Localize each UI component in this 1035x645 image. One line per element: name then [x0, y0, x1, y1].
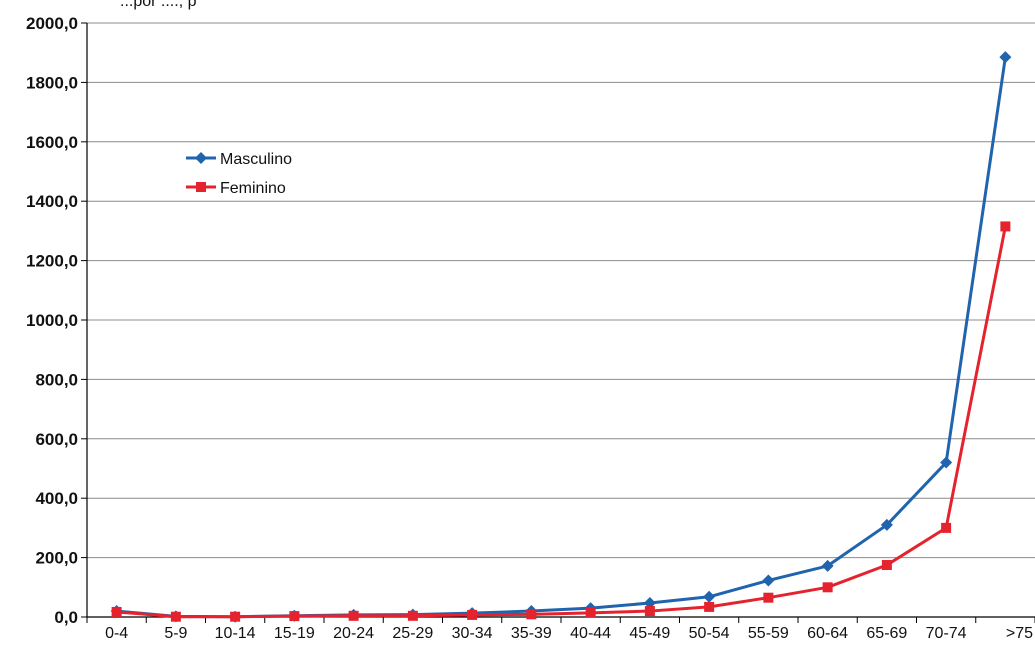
data-point-square	[348, 610, 359, 621]
x-tick-label: 0-4	[105, 625, 128, 642]
y-tick-label: 400,0	[35, 489, 78, 508]
x-tick-label: 30-34	[452, 625, 493, 642]
data-point-diamond	[195, 152, 207, 164]
data-point-square	[407, 610, 418, 621]
x-tick-label: 5-9	[164, 625, 187, 642]
gridlines	[87, 22, 1035, 559]
legend-label: Masculino	[220, 151, 292, 168]
y-tick-label: 1000,0	[26, 311, 78, 330]
series-layer	[110, 51, 1012, 623]
y-tick-label: 0,0	[54, 608, 78, 627]
x-tick-label: 65-69	[866, 625, 907, 642]
data-point-diamond	[940, 456, 953, 469]
data-point-square	[289, 611, 300, 622]
x-tick-label: 10-14	[215, 625, 256, 642]
legend-entry-feminino: Feminino	[186, 180, 286, 197]
y-tick-label: 200,0	[35, 549, 78, 568]
x-tick-label: 15-19	[274, 625, 315, 642]
x-tick-label: 50-54	[689, 625, 730, 642]
series-masculino	[110, 51, 1012, 623]
data-point-square	[585, 607, 596, 618]
x-tick-label: 25-29	[392, 625, 433, 642]
chart-title-partial: ...por ...., p	[120, 0, 197, 10]
axes	[81, 22, 1035, 623]
legend-entry-masculino: Masculino	[186, 151, 292, 168]
x-tick-label: 70-74	[926, 625, 967, 642]
y-tick-label: 1800,0	[26, 73, 78, 92]
data-point-square	[170, 611, 181, 622]
data-point-square	[704, 601, 715, 612]
x-tick-label: 20-24	[333, 625, 374, 642]
data-point-square	[111, 606, 122, 617]
data-point-diamond	[762, 574, 775, 587]
data-point-square	[941, 522, 952, 533]
y-tick-label: 1200,0	[26, 252, 78, 271]
x-tick-label: 35-39	[511, 625, 552, 642]
series-line	[116, 56, 1007, 619]
y-axis-ticks: 0,0 200,0 400,0 600,0 800,0 1000,0 1200,0 1400,…	[26, 14, 78, 627]
y-tick-label: 800,0	[35, 370, 78, 389]
y-tick-label: 600,0	[35, 430, 78, 449]
data-point-square	[881, 560, 892, 571]
data-point-square	[822, 582, 833, 593]
data-point-diamond	[999, 51, 1012, 64]
x-tick-label: 60-64	[807, 625, 848, 642]
x-tick-label: >75	[1006, 625, 1033, 642]
data-point-square	[1000, 221, 1011, 232]
series-feminino	[111, 221, 1011, 622]
y-tick-label: 1600,0	[26, 133, 78, 152]
data-point-square	[526, 609, 537, 620]
data-point-square	[644, 606, 655, 617]
x-tick-label: 45-49	[629, 625, 670, 642]
data-point-square	[467, 609, 478, 620]
legend: Masculino Feminino	[186, 151, 292, 197]
series-line	[116, 226, 1007, 619]
y-tick-label: 1400,0	[26, 192, 78, 211]
y-tick-label: 2000,0	[26, 14, 78, 33]
data-point-square	[230, 611, 241, 622]
x-tick-label: 40-44	[570, 625, 611, 642]
data-point-square	[196, 182, 206, 192]
x-tick-label: 55-59	[748, 625, 789, 642]
legend-label: Feminino	[220, 180, 286, 197]
data-point-square	[763, 592, 774, 603]
data-point-diamond	[643, 597, 656, 610]
data-point-diamond	[880, 518, 893, 531]
data-point-diamond	[821, 559, 834, 572]
x-axis-ticks: 0-4 5-9 10-14 15-19 20-24 25-29 30-34 35-39 40-4…	[105, 625, 1033, 642]
data-point-diamond	[703, 590, 716, 603]
